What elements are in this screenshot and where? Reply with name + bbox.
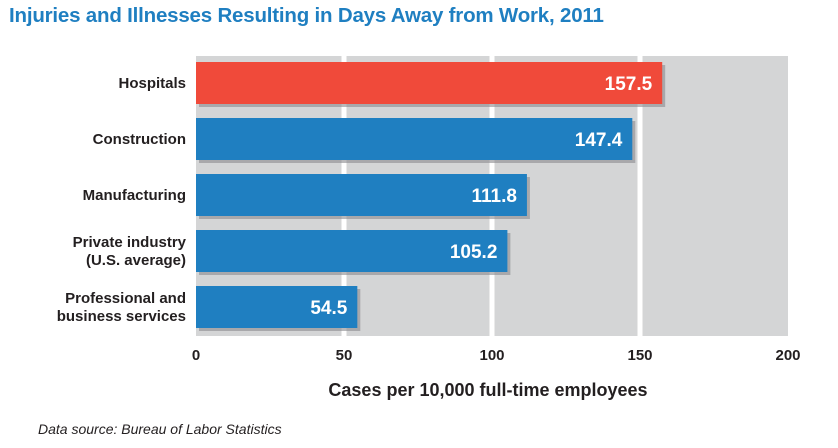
x-tick-labels: 0 50 100 150 200 — [192, 347, 801, 364]
value-labels: 157.5 147.4 111.8 105.2 54.5 — [310, 74, 652, 319]
bar-0 — [196, 62, 663, 104]
category-label-2-0: Manufacturing — [83, 187, 186, 204]
bar-chart: Hospitals Construction Manufacturing Privat… — [57, 56, 801, 400]
x-tick-50: 50 — [336, 347, 353, 364]
value-label-2: 111.8 — [471, 186, 516, 207]
bar-2 — [196, 174, 527, 216]
gridline-150 — [637, 56, 643, 336]
bar-1 — [196, 118, 633, 160]
category-label-1-0: Construction — [93, 131, 186, 148]
value-label-1: 147.4 — [575, 130, 623, 151]
bar-4 — [196, 286, 358, 328]
x-tick-0: 0 — [192, 347, 200, 364]
bar-3 — [196, 230, 508, 272]
category-label-0-0: Hospitals — [118, 75, 186, 92]
bars — [196, 62, 666, 331]
data-source-note: Data source: Bureau of Labor Statistics — [38, 421, 282, 437]
x-tick-200: 200 — [775, 347, 800, 364]
x-tick-150: 150 — [627, 347, 652, 364]
category-label-3-0: Private industry — [73, 234, 187, 251]
value-label-4: 54.5 — [310, 298, 347, 319]
category-label-3-1: (U.S. average) — [86, 252, 186, 269]
x-axis-title: Cases per 10,000 full-time employees — [328, 380, 647, 400]
value-label-3: 105.2 — [450, 242, 498, 263]
category-label-4-0: Professional and — [65, 290, 186, 307]
value-label-0: 157.5 — [605, 74, 653, 95]
category-label-4-1: business services — [57, 308, 186, 325]
chart-title: Injuries and Illnesses Resulting in Days… — [9, 4, 604, 27]
category-labels: Hospitals Construction Manufacturing Privat… — [57, 75, 187, 325]
x-tick-100: 100 — [479, 347, 504, 364]
